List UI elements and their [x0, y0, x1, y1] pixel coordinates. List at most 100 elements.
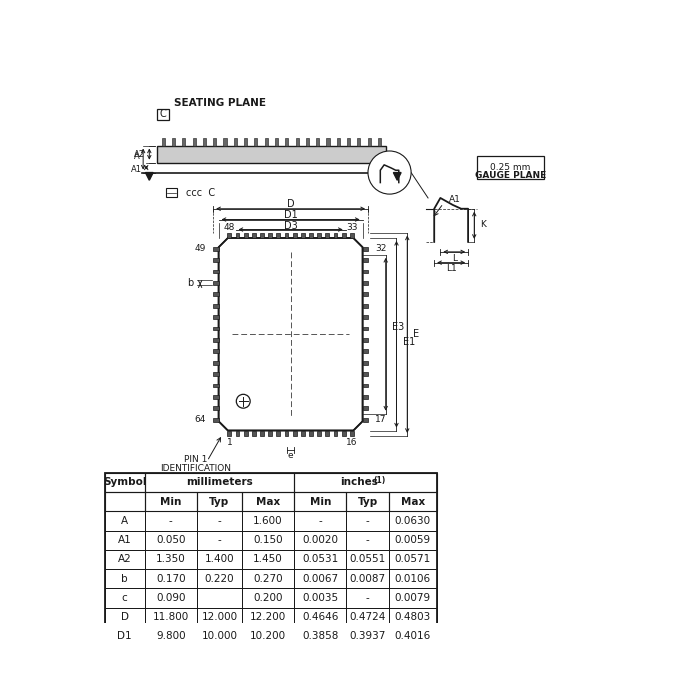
- Bar: [363, 395, 368, 399]
- Text: PIN 1: PIN 1: [184, 455, 207, 464]
- Text: 0.3937: 0.3937: [349, 631, 386, 641]
- Text: millimeters: millimeters: [186, 477, 253, 487]
- Bar: [346, 627, 389, 646]
- Bar: [105, 569, 145, 588]
- Bar: [193, 138, 195, 146]
- Bar: [363, 304, 368, 308]
- Bar: [346, 569, 389, 588]
- Text: E3: E3: [392, 321, 404, 332]
- Circle shape: [368, 151, 411, 194]
- Bar: [389, 627, 437, 646]
- Bar: [342, 232, 346, 238]
- Bar: [342, 430, 346, 436]
- Bar: [389, 492, 437, 511]
- Text: c: c: [122, 593, 127, 603]
- Bar: [346, 608, 389, 627]
- Bar: [213, 138, 216, 146]
- Text: 1: 1: [227, 438, 232, 447]
- Text: 0.0630: 0.0630: [395, 516, 430, 526]
- Text: A: A: [134, 153, 139, 161]
- Bar: [389, 588, 437, 608]
- Bar: [236, 430, 239, 436]
- Bar: [244, 138, 247, 146]
- Bar: [363, 270, 368, 274]
- Text: 32: 32: [375, 244, 386, 253]
- Bar: [214, 407, 218, 410]
- Bar: [105, 531, 145, 550]
- Bar: [346, 550, 389, 569]
- Bar: [363, 349, 368, 354]
- Bar: [172, 138, 175, 146]
- Bar: [252, 232, 256, 238]
- Text: 0.4803: 0.4803: [395, 612, 430, 622]
- Bar: [105, 627, 145, 646]
- Bar: [167, 188, 177, 197]
- Bar: [368, 138, 371, 146]
- Text: 0.4646: 0.4646: [302, 612, 338, 622]
- Text: 64: 64: [194, 415, 206, 424]
- Bar: [236, 232, 239, 238]
- Text: D: D: [120, 612, 129, 622]
- Bar: [389, 531, 437, 550]
- Text: D1: D1: [118, 631, 132, 641]
- Text: E: E: [414, 329, 419, 340]
- Text: 0.0551: 0.0551: [349, 554, 386, 564]
- Bar: [363, 338, 368, 342]
- Bar: [363, 258, 368, 262]
- Text: Max: Max: [256, 497, 280, 507]
- Bar: [295, 138, 299, 146]
- Bar: [389, 550, 437, 569]
- Text: A2: A2: [118, 554, 132, 564]
- Bar: [301, 430, 304, 436]
- Bar: [326, 232, 329, 238]
- Bar: [214, 315, 218, 319]
- Bar: [358, 138, 360, 146]
- Bar: [241, 550, 294, 569]
- Text: 0.050: 0.050: [156, 536, 186, 545]
- Bar: [350, 232, 354, 238]
- Bar: [350, 430, 354, 436]
- Bar: [309, 232, 313, 238]
- Text: IDENTIFICATION: IDENTIFICATION: [160, 463, 231, 473]
- Bar: [334, 430, 337, 436]
- Bar: [378, 138, 381, 146]
- Bar: [214, 338, 218, 342]
- Bar: [389, 608, 437, 627]
- Text: Max: Max: [400, 497, 425, 507]
- Text: 0.0020: 0.0020: [302, 536, 338, 545]
- Text: 0.0571: 0.0571: [395, 554, 430, 564]
- Bar: [197, 492, 241, 511]
- Text: 33: 33: [346, 223, 358, 232]
- Text: -: -: [169, 516, 173, 526]
- Bar: [363, 247, 368, 251]
- Text: 0.090: 0.090: [156, 593, 186, 603]
- Text: A: A: [121, 516, 128, 526]
- Text: 12.000: 12.000: [202, 612, 237, 622]
- Text: D3: D3: [284, 220, 298, 231]
- Bar: [363, 293, 368, 296]
- Text: inches: inches: [340, 477, 378, 487]
- Bar: [254, 138, 258, 146]
- Bar: [276, 232, 280, 238]
- Bar: [105, 608, 145, 627]
- Text: -: -: [365, 536, 370, 545]
- Bar: [477, 156, 545, 179]
- Bar: [285, 430, 288, 436]
- Bar: [214, 372, 218, 376]
- Text: A1: A1: [132, 164, 142, 174]
- Text: K: K: [480, 220, 486, 230]
- Bar: [363, 360, 368, 365]
- Text: 0.200: 0.200: [253, 593, 283, 603]
- Text: -: -: [218, 516, 221, 526]
- Bar: [294, 492, 346, 511]
- Text: 10.200: 10.200: [250, 631, 286, 641]
- Bar: [145, 492, 197, 511]
- Bar: [145, 608, 197, 627]
- Text: 16: 16: [346, 438, 358, 447]
- Text: e: e: [288, 452, 293, 461]
- Text: 12.200: 12.200: [250, 612, 286, 622]
- Bar: [105, 473, 437, 646]
- Bar: [105, 588, 145, 608]
- Text: Typ: Typ: [209, 497, 230, 507]
- Bar: [105, 511, 145, 531]
